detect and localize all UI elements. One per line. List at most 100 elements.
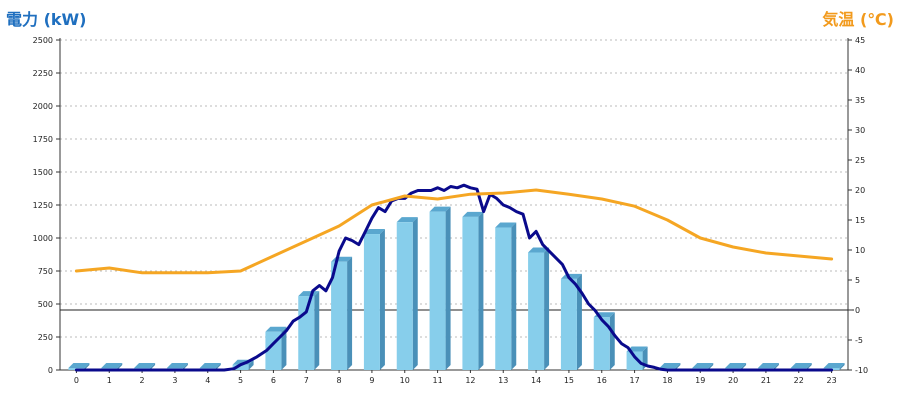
power-line <box>74 183 834 372</box>
right-tick-label: 20 <box>855 186 865 195</box>
x-tick-label: 16 <box>597 376 607 385</box>
bar-top <box>68 363 90 369</box>
x-tick-label: 17 <box>629 376 639 385</box>
x-tick-label: 21 <box>761 376 771 385</box>
bar-side <box>281 326 287 370</box>
bar-side <box>741 363 747 370</box>
bar-top <box>462 211 484 217</box>
bar-side <box>314 291 320 370</box>
bar-side <box>215 363 221 370</box>
x-tick-label: 6 <box>271 376 276 385</box>
left-tick-label: 250 <box>38 333 53 342</box>
bar <box>528 252 545 370</box>
right-tick-label: 5 <box>855 276 860 285</box>
bar-side <box>839 363 845 370</box>
right-axis-title: 気温 (℃) <box>822 10 894 29</box>
left-tick-label: 2250 <box>33 69 53 78</box>
bar-side <box>150 363 156 370</box>
x-tick-label: 23 <box>826 376 836 385</box>
bar <box>626 351 643 370</box>
bar-side <box>708 363 714 370</box>
bar-top <box>265 326 287 332</box>
x-tick-label: 18 <box>662 376 672 385</box>
bar-side <box>609 312 615 370</box>
left-tick-label: 1250 <box>33 201 53 210</box>
x-tick-label: 5 <box>238 376 243 385</box>
bar-side <box>544 247 550 370</box>
bar <box>462 216 479 370</box>
x-tick-label: 1 <box>107 376 112 385</box>
right-tick-label: 35 <box>855 96 865 105</box>
bar-top <box>363 229 385 235</box>
bar-side <box>182 363 188 370</box>
right-tick-label: 25 <box>855 156 865 165</box>
bar <box>593 317 610 370</box>
bar-top <box>396 217 418 223</box>
left-tick-label: 500 <box>38 300 53 309</box>
bar-top <box>528 247 550 253</box>
x-tick-label: 4 <box>205 376 210 385</box>
x-tick-label: 22 <box>794 376 804 385</box>
bar-top <box>134 363 156 369</box>
bar-top <box>659 363 681 369</box>
bar <box>331 261 348 370</box>
x-tick-label: 15 <box>564 376 574 385</box>
bar-side <box>576 273 582 370</box>
bar-side <box>248 359 254 370</box>
left-axis-title: 電力 (kW) <box>6 10 87 29</box>
bar-side <box>478 211 484 370</box>
left-tick-label: 750 <box>38 267 53 276</box>
right-tick-label: 45 <box>855 36 865 45</box>
bar-top <box>823 363 845 369</box>
left-tick-label: 2500 <box>33 36 53 45</box>
x-tick-label: 0 <box>74 376 79 385</box>
x-tick-label: 12 <box>465 376 475 385</box>
right-tick-label: 30 <box>855 126 865 135</box>
bar-side <box>511 222 517 370</box>
right-tick-label: 15 <box>855 216 865 225</box>
bar-side <box>675 363 681 370</box>
x-tick-label: 19 <box>695 376 705 385</box>
x-tick-label: 11 <box>432 376 442 385</box>
bar <box>232 364 249 370</box>
bar-side <box>117 363 123 370</box>
bar <box>396 222 413 370</box>
right-tick-label: 0 <box>855 306 860 315</box>
x-tick-label: 20 <box>728 376 738 385</box>
x-tick-label: 3 <box>172 376 177 385</box>
left-tick-label: 2000 <box>33 102 53 111</box>
bar <box>495 227 512 370</box>
x-tick-label: 9 <box>369 376 374 385</box>
bar-side <box>412 217 418 370</box>
temperature-line <box>74 188 834 275</box>
bar <box>560 278 577 370</box>
x-tick-label: 2 <box>140 376 145 385</box>
x-tick-label: 8 <box>337 376 342 385</box>
bar-top <box>429 206 451 212</box>
bar-side <box>445 206 451 370</box>
bar-side <box>806 363 812 370</box>
bar-top <box>790 363 812 369</box>
bar <box>363 234 380 370</box>
right-tick-label: -5 <box>855 336 863 345</box>
left-tick-label: 1500 <box>33 168 53 177</box>
bar-top <box>495 222 517 228</box>
left-tick-label: 1000 <box>33 234 53 243</box>
right-tick-label: -10 <box>855 366 868 375</box>
bar-top <box>166 363 188 369</box>
right-tick-label: 40 <box>855 66 865 75</box>
left-tick-label: 1750 <box>33 135 53 144</box>
bar-top <box>199 363 221 369</box>
x-tick-label: 14 <box>531 376 541 385</box>
x-tick-label: 7 <box>304 376 309 385</box>
bar-side <box>773 363 779 370</box>
bar-top <box>757 363 779 369</box>
left-tick-label: 0 <box>48 366 53 375</box>
bar-top <box>298 291 320 297</box>
right-tick-label: 10 <box>855 246 865 255</box>
bar-top <box>725 363 747 369</box>
x-tick-label: 13 <box>498 376 508 385</box>
bar-side <box>347 256 353 370</box>
